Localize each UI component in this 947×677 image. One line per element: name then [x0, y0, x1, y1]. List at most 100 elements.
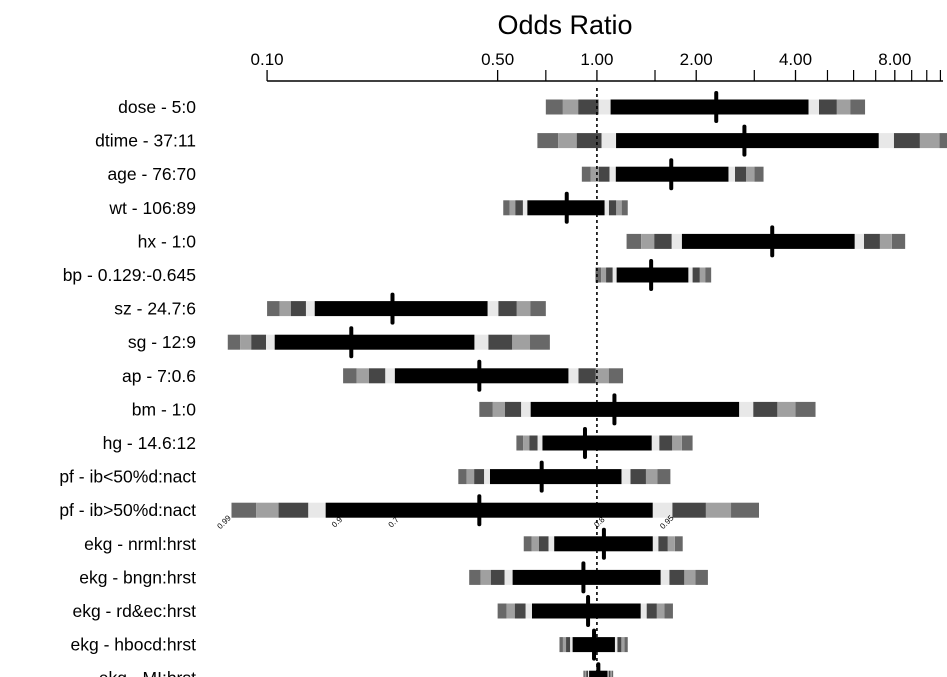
band-segment: [705, 267, 712, 283]
band-segment: [566, 200, 605, 216]
band-segment: [601, 267, 607, 283]
band-segment: [503, 200, 510, 216]
band-segment: [606, 267, 613, 283]
band-segment: [891, 233, 906, 249]
band-segment: [385, 368, 395, 384]
band-segment: [695, 569, 708, 585]
band-segment: [504, 401, 522, 417]
band-segment: [645, 469, 658, 485]
band-segment: [497, 603, 507, 619]
band-segment: [588, 603, 641, 619]
band-segment: [267, 301, 280, 317]
band-segment: [654, 233, 672, 249]
band-segment: [669, 569, 685, 585]
band-segment: [559, 637, 563, 653]
band-segment: [514, 603, 526, 619]
band-segment: [893, 133, 920, 149]
band-segment: [583, 569, 661, 585]
band-segment: [610, 99, 717, 115]
band-segment: [489, 469, 542, 485]
band-segment: [692, 267, 700, 283]
band-segment: [545, 99, 563, 115]
band-segment: [640, 603, 647, 619]
band-segment: [522, 200, 528, 216]
band-segment: [667, 536, 675, 552]
band-segment: [614, 637, 618, 653]
row-label: dose - 5:0: [118, 97, 196, 117]
band-segment: [584, 435, 652, 451]
band-segment: [616, 267, 652, 283]
band-segment: [598, 99, 611, 115]
band-segment: [754, 166, 764, 182]
row-label: wt - 106:89: [108, 198, 196, 218]
band-segment: [325, 502, 480, 518]
band-segment: [523, 435, 530, 451]
band-segment: [231, 502, 257, 518]
band-segment: [566, 637, 571, 653]
band-segment: [368, 368, 386, 384]
band-segment: [603, 536, 653, 552]
band-segment: [266, 334, 275, 350]
band-segment: [601, 133, 617, 149]
band-segment: [739, 401, 754, 417]
band-segment: [671, 166, 729, 182]
band-segment: [515, 200, 523, 216]
axis-tick-label: 1.00: [580, 50, 613, 69]
band-segment: [753, 401, 778, 417]
band-segment: [581, 166, 591, 182]
band-segment: [506, 603, 515, 619]
band-segment: [621, 200, 628, 216]
band-segment: [611, 670, 614, 677]
band-segment: [651, 267, 689, 283]
band-segment: [240, 334, 252, 350]
band-segment: [530, 334, 550, 350]
band-segment: [537, 435, 543, 451]
band-segment: [617, 637, 622, 653]
band-segment: [588, 670, 590, 677]
band-segment: [351, 334, 475, 350]
band-segment: [256, 502, 279, 518]
band-segment: [607, 670, 609, 677]
band-segment: [608, 670, 611, 677]
band-segment: [863, 233, 880, 249]
band-segment: [808, 99, 819, 115]
band-segment: [630, 469, 646, 485]
band-segment: [684, 569, 696, 585]
band-segment: [538, 536, 549, 552]
row-label: hg - 14.6:12: [103, 433, 196, 453]
band-segment: [705, 502, 732, 518]
band-segment: [854, 233, 864, 249]
band-segment: [652, 502, 673, 518]
band-segment: [479, 502, 653, 518]
band-segment: [614, 401, 740, 417]
band-segment: [672, 502, 706, 518]
band-segment: [589, 670, 599, 677]
band-segment: [487, 301, 499, 317]
band-segment: [531, 603, 589, 619]
axis-tick-label: 0.10: [251, 50, 284, 69]
band-segment: [595, 368, 609, 384]
band-segment: [652, 536, 659, 552]
band-segment: [795, 401, 816, 417]
band-segment: [578, 99, 599, 115]
band-segment: [525, 603, 532, 619]
band-segment: [594, 637, 615, 653]
band-segment: [658, 536, 668, 552]
band-segment: [672, 435, 682, 451]
band-segment: [608, 368, 624, 384]
band-segment: [728, 166, 735, 182]
row-label: ekg - nrml:hrst: [84, 534, 196, 554]
band-segment: [523, 536, 532, 552]
row-label: ekg - rd&ec:hrst: [72, 601, 196, 621]
band-segment: [681, 233, 773, 249]
band-segment: [479, 401, 493, 417]
band-segment: [659, 435, 673, 451]
band-segment: [512, 569, 584, 585]
band-segment: [548, 536, 555, 552]
confidence-level-label: 0.99: [215, 513, 233, 531]
band-segment: [772, 233, 855, 249]
band-segment: [583, 670, 585, 677]
band-segment: [879, 233, 892, 249]
row-labels: dose - 5:0 dtime - 37:11 age - 76:70 wt - 1…: [59, 97, 196, 677]
